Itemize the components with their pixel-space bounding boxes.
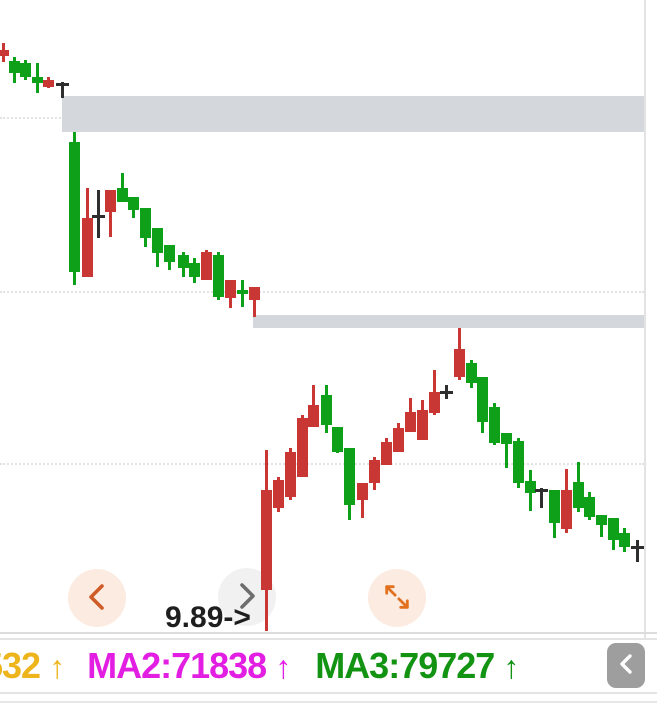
candle-body xyxy=(237,290,248,294)
candle-wick xyxy=(600,515,603,537)
ma1-indicator: 532 ↑ xyxy=(0,648,65,684)
prev-button[interactable] xyxy=(68,569,126,627)
candle-body xyxy=(213,255,224,297)
candle-body xyxy=(140,208,151,238)
ma2-value: MA2:71838 xyxy=(87,645,267,686)
ma2-up-arrow-icon: ↑ xyxy=(275,649,292,685)
ma1-value: 532 xyxy=(0,645,41,686)
candle-body xyxy=(549,490,560,523)
candle-body xyxy=(9,61,20,73)
candle-body xyxy=(417,410,428,440)
candle-body xyxy=(43,80,54,87)
candle-body xyxy=(0,50,9,56)
candle-wick xyxy=(505,433,508,468)
candle-body xyxy=(525,481,536,493)
candle-body xyxy=(273,480,284,508)
candle-body xyxy=(573,482,584,508)
candle-body xyxy=(189,263,200,277)
candle-wick xyxy=(253,287,256,317)
candle-body xyxy=(369,460,380,483)
ma2-indicator: MA2:71838 ↑ xyxy=(87,648,291,684)
trade-marker xyxy=(631,546,644,549)
candle-body xyxy=(178,255,189,268)
candle-body xyxy=(429,392,440,413)
candle-body xyxy=(561,490,572,529)
candle-body xyxy=(344,448,355,505)
candle-body xyxy=(152,228,163,253)
candle-body xyxy=(261,490,272,590)
candle-body xyxy=(381,442,392,465)
chart-bottom-line xyxy=(0,632,657,634)
trade-marker xyxy=(97,190,100,238)
candle-body xyxy=(32,77,43,83)
candle-body xyxy=(128,197,139,210)
candle-wick xyxy=(121,173,124,202)
trade-marker xyxy=(535,489,548,492)
gap-band xyxy=(253,315,644,328)
candle-body xyxy=(608,518,619,540)
candle-body xyxy=(321,395,332,425)
candlestick-chart[interactable]: 9.89-> xyxy=(0,0,657,638)
candle-body xyxy=(619,533,630,547)
candle-wick xyxy=(109,190,112,237)
candle-body xyxy=(454,349,465,377)
candle-body xyxy=(69,142,80,272)
ma3-up-arrow-icon: ↑ xyxy=(503,649,520,685)
ma3-value: MA3:79727 xyxy=(315,645,495,686)
chevron-left-icon xyxy=(619,653,633,678)
bottom-strip xyxy=(0,694,657,703)
indicator-bar[interactable]: 532 ↑ MA2:71838 ↑ MA3:79727 ↑ xyxy=(0,638,657,694)
candle-body xyxy=(466,363,477,383)
candle-body xyxy=(477,377,488,422)
candle-body xyxy=(405,412,416,432)
chevron-right-icon xyxy=(236,582,258,613)
candle-body xyxy=(332,427,343,452)
candle-body xyxy=(117,188,128,202)
trade-marker xyxy=(636,540,639,562)
collapse-indicator-button[interactable] xyxy=(607,643,645,688)
candle-body xyxy=(20,63,31,77)
candle-body xyxy=(201,252,212,280)
candle-body xyxy=(596,515,607,525)
gap-band xyxy=(62,96,644,132)
ma1-up-arrow-icon: ↑ xyxy=(49,649,66,685)
candle-body xyxy=(501,433,512,444)
right-axis-line xyxy=(644,0,646,638)
candle-body xyxy=(105,190,116,212)
candle-body xyxy=(489,407,500,443)
candle-body xyxy=(164,245,175,262)
candle-body xyxy=(225,280,236,298)
ma3-indicator: MA3:79727 ↑ xyxy=(315,648,519,684)
candle-body xyxy=(285,452,296,497)
candle-body xyxy=(393,428,404,452)
price-label: 9.89-> xyxy=(165,601,251,634)
candle-body xyxy=(82,218,93,277)
candle-body xyxy=(308,405,319,427)
trade-marker xyxy=(440,391,453,394)
candle-body xyxy=(513,441,524,483)
expand-button[interactable] xyxy=(368,569,426,627)
trade-marker xyxy=(61,82,64,98)
chevron-left-icon xyxy=(86,583,108,614)
candle-body xyxy=(297,418,308,477)
candle-body xyxy=(584,497,595,517)
trade-marker xyxy=(56,83,69,86)
trade-marker xyxy=(540,488,543,508)
candle-body xyxy=(249,287,260,300)
expand-arrows-icon xyxy=(382,582,412,615)
gridline xyxy=(0,463,644,465)
trade-marker xyxy=(92,215,105,218)
candle-body xyxy=(357,483,368,500)
gridline xyxy=(0,291,644,293)
candle-wick xyxy=(361,483,364,518)
